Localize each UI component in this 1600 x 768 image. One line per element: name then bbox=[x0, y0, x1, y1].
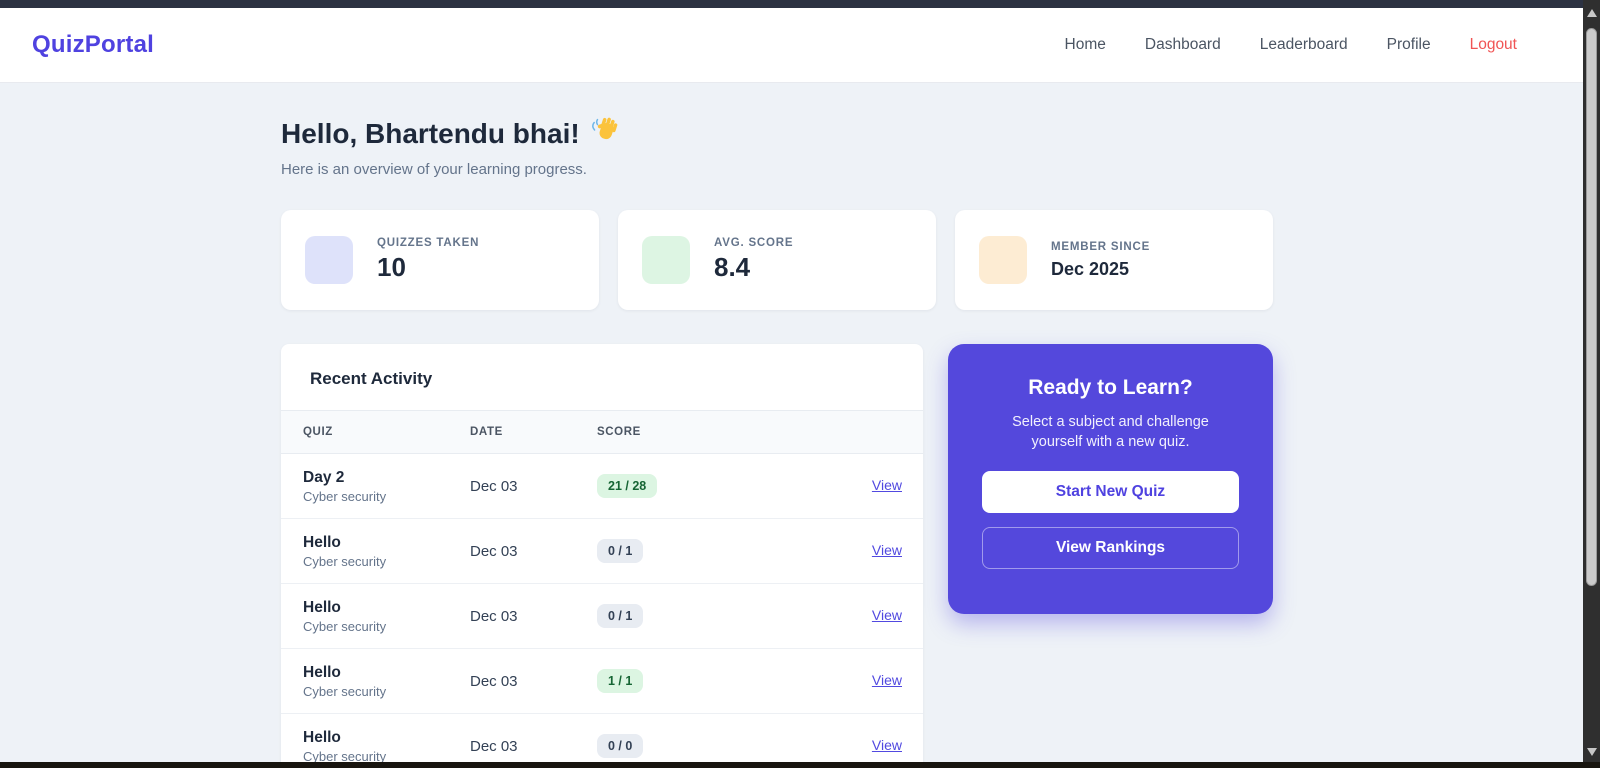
stat-accent bbox=[642, 236, 690, 284]
table-row: Hello Cyber security Dec 03 0 / 1 View bbox=[281, 584, 923, 649]
quiz-subject: Cyber security bbox=[303, 748, 387, 764]
stat-value: 10 bbox=[377, 252, 406, 282]
score-cell: 0 / 1 bbox=[597, 603, 842, 629]
nav-item-dashboard[interactable]: Dashboard bbox=[1144, 36, 1221, 53]
ready-to-learn-card: Ready to Learn? Select a subject and cha… bbox=[948, 344, 1273, 614]
quiz-date: Dec 03 bbox=[470, 672, 518, 690]
header: QuizPortal Home Dashboard Leaderboard Pr… bbox=[0, 8, 1600, 83]
cta-subtitle: Select a subject and challenge yourself … bbox=[1012, 414, 1209, 450]
view-cell: View bbox=[842, 477, 902, 495]
score-badge: 0 / 1 bbox=[597, 538, 644, 564]
score-cell: 21 / 28 bbox=[597, 473, 842, 499]
column-header-quiz: QUIZ bbox=[303, 426, 333, 438]
start-new-quiz-button[interactable]: Start New Quiz bbox=[982, 471, 1239, 514]
quiz-cell: Day 2 Cyber security bbox=[303, 469, 470, 504]
stat-accent bbox=[979, 236, 1027, 284]
quiz-title: Hello bbox=[303, 663, 341, 681]
score-badge: 0 / 0 bbox=[597, 733, 644, 759]
quiz-title: Day 2 bbox=[303, 468, 345, 486]
score-cell: 0 / 0 bbox=[597, 733, 842, 759]
view-link[interactable]: View bbox=[871, 542, 902, 558]
greeting-subtitle: Here is an overview of your learning pro… bbox=[281, 161, 587, 178]
window-chrome-strip bbox=[0, 0, 1600, 8]
stat-card-avg-score: AVG. SCORE 8.4 bbox=[618, 210, 936, 310]
view-rankings-button[interactable]: View Rankings bbox=[982, 527, 1239, 570]
greeting-section: Hello, Bhartendu bhai! Here is an ove bbox=[281, 115, 1273, 178]
quiz-date: Dec 03 bbox=[470, 737, 518, 755]
view-cell: View bbox=[842, 737, 902, 755]
waving-hand-icon bbox=[590, 115, 620, 152]
recent-activity-title: Recent Activity bbox=[310, 369, 433, 388]
score-badge: 0 / 1 bbox=[597, 603, 644, 629]
recent-activity-card: Recent Activity QUIZ DATE SCORE Day 2 Cy… bbox=[281, 344, 923, 768]
score-badge: 21 / 28 bbox=[597, 473, 658, 499]
view-cell: View bbox=[842, 607, 902, 625]
scroll-down-icon[interactable] bbox=[1586, 748, 1597, 756]
score-cell: 0 / 1 bbox=[597, 538, 842, 564]
table-row: Day 2 Cyber security Dec 03 21 / 28 View bbox=[281, 454, 923, 519]
scroll-up-icon[interactable] bbox=[1586, 9, 1597, 17]
stats-row: QUIZZES TAKEN 10 AVG. SCORE 8.4 MEMBER S… bbox=[281, 210, 1273, 310]
view-link[interactable]: View bbox=[871, 672, 902, 688]
brand-logo[interactable]: QuizPortal bbox=[32, 31, 155, 58]
score-cell: 1 / 1 bbox=[597, 668, 842, 694]
activity-rows: Day 2 Cyber security Dec 03 21 / 28 View… bbox=[281, 454, 923, 768]
view-cell: View bbox=[842, 542, 902, 560]
column-header-date: DATE bbox=[470, 426, 503, 438]
greeting-title: Hello, Bhartendu bhai! bbox=[281, 117, 580, 149]
main-nav: Home Dashboard Leaderboard Profile Logou… bbox=[1065, 36, 1517, 54]
activity-table-header: QUIZ DATE SCORE bbox=[281, 410, 923, 454]
nav-item-home[interactable]: Home bbox=[1064, 36, 1106, 53]
nav-item-leaderboard[interactable]: Leaderboard bbox=[1259, 36, 1348, 53]
table-row: Hello Cyber security Dec 03 0 / 0 View bbox=[281, 714, 923, 768]
stat-value: Dec 2025 bbox=[1051, 258, 1130, 279]
scrollbar[interactable] bbox=[1583, 0, 1600, 768]
quiz-cell: Hello Cyber security bbox=[303, 729, 470, 764]
stat-accent bbox=[305, 236, 353, 284]
stat-label: QUIZZES TAKEN bbox=[377, 237, 480, 249]
window-bottom-edge bbox=[0, 762, 1600, 768]
scrollbar-thumb[interactable] bbox=[1586, 28, 1597, 586]
quiz-title: Hello bbox=[303, 598, 341, 616]
main-row: Recent Activity QUIZ DATE SCORE Day 2 Cy… bbox=[281, 344, 1273, 768]
greeting-heading: Hello, Bhartendu bhai! bbox=[281, 115, 1273, 152]
stat-card-member-since: MEMBER SINCE Dec 2025 bbox=[955, 210, 1273, 310]
quiz-subject: Cyber security bbox=[303, 618, 387, 634]
quiz-cell: Hello Cyber security bbox=[303, 534, 470, 569]
view-cell: View bbox=[842, 672, 902, 690]
table-row: Hello Cyber security Dec 03 1 / 1 View bbox=[281, 649, 923, 714]
quiz-subject: Cyber security bbox=[303, 488, 387, 504]
stat-card-quizzes-taken: QUIZZES TAKEN 10 bbox=[281, 210, 599, 310]
stat-label: MEMBER SINCE bbox=[1051, 240, 1151, 253]
quiz-subject: Cyber security bbox=[303, 553, 387, 569]
view-link[interactable]: View bbox=[871, 607, 902, 623]
nav-item-logout[interactable]: Logout bbox=[1469, 36, 1517, 53]
quiz-cell: Hello Cyber security bbox=[303, 664, 470, 699]
score-badge: 1 / 1 bbox=[597, 668, 644, 694]
column-header-score: SCORE bbox=[597, 426, 641, 438]
quiz-title: Hello bbox=[303, 728, 341, 746]
cta-title: Ready to Learn? bbox=[1028, 376, 1193, 399]
view-link[interactable]: View bbox=[871, 477, 902, 493]
quiz-subject: Cyber security bbox=[303, 683, 387, 699]
quiz-date: Dec 03 bbox=[470, 542, 518, 560]
quiz-date: Dec 03 bbox=[470, 477, 518, 495]
nav-item-profile[interactable]: Profile bbox=[1386, 36, 1431, 53]
view-link[interactable]: View bbox=[871, 737, 902, 753]
stat-value: 8.4 bbox=[714, 252, 751, 282]
quiz-title: Hello bbox=[303, 533, 341, 551]
quiz-cell: Hello Cyber security bbox=[303, 599, 470, 634]
page-content: Hello, Bhartendu bhai! Here is an ove bbox=[281, 83, 1273, 768]
stat-label: AVG. SCORE bbox=[714, 237, 794, 249]
table-row: Hello Cyber security Dec 03 0 / 1 View bbox=[281, 519, 923, 584]
quiz-date: Dec 03 bbox=[470, 607, 518, 625]
column-header-spacer bbox=[842, 426, 902, 438]
